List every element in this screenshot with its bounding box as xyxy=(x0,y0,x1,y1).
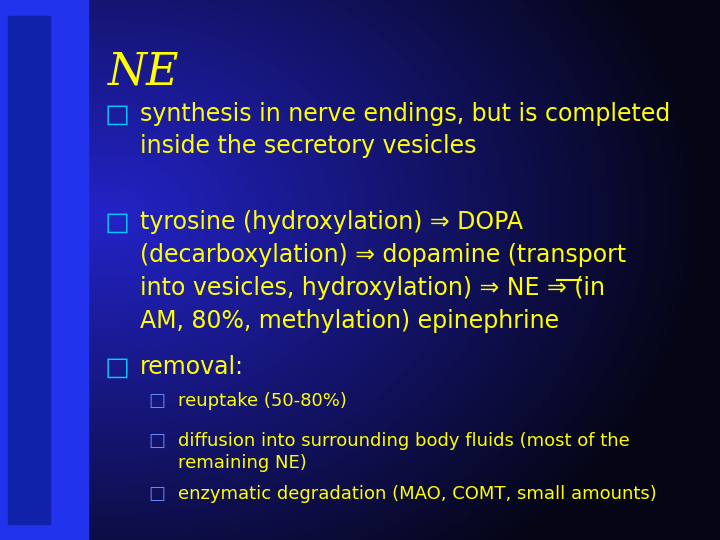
Bar xyxy=(8,72,50,100)
Bar xyxy=(8,44,50,72)
Text: reuptake (50-80%): reuptake (50-80%) xyxy=(178,392,347,410)
Bar xyxy=(8,355,50,383)
Bar xyxy=(8,327,50,355)
Bar xyxy=(88,0,720,540)
Bar xyxy=(8,100,50,129)
Text: □: □ xyxy=(148,485,165,503)
Bar xyxy=(8,214,50,241)
Text: □: □ xyxy=(105,355,130,381)
Bar xyxy=(8,185,50,213)
Bar xyxy=(8,299,50,326)
Text: NE: NE xyxy=(108,50,179,93)
Text: □: □ xyxy=(105,102,130,128)
Bar xyxy=(8,496,50,524)
Bar xyxy=(8,270,50,298)
Text: □: □ xyxy=(148,432,165,450)
Text: tyrosine (hydroxylation) ⇒ DOPA: tyrosine (hydroxylation) ⇒ DOPA xyxy=(140,210,523,234)
Bar xyxy=(8,242,50,270)
Bar xyxy=(0,0,88,540)
Text: synthesis in nerve endings, but is completed
inside the secretory vesicles: synthesis in nerve endings, but is compl… xyxy=(140,102,670,158)
Bar xyxy=(8,16,50,44)
Bar xyxy=(8,468,50,496)
Bar xyxy=(8,440,50,468)
Text: enzymatic degradation (MAO, COMT, small amounts): enzymatic degradation (MAO, COMT, small … xyxy=(178,485,657,503)
Bar xyxy=(8,411,50,440)
Text: AM, 80%, methylation) epinephrine: AM, 80%, methylation) epinephrine xyxy=(140,309,559,333)
Text: diffusion into surrounding body fluids (most of the
remaining NE): diffusion into surrounding body fluids (… xyxy=(178,432,630,472)
Bar xyxy=(8,129,50,157)
Text: into vesicles, hydroxylation) ⇒ NE ⇒ (in: into vesicles, hydroxylation) ⇒ NE ⇒ (in xyxy=(140,276,605,300)
Bar xyxy=(8,383,50,411)
Text: □: □ xyxy=(148,392,165,410)
Text: removal:: removal: xyxy=(140,355,244,379)
Text: (decarboxylation) ⇒ dopamine (transport: (decarboxylation) ⇒ dopamine (transport xyxy=(140,243,626,267)
Text: □: □ xyxy=(105,210,130,236)
Bar xyxy=(8,157,50,185)
